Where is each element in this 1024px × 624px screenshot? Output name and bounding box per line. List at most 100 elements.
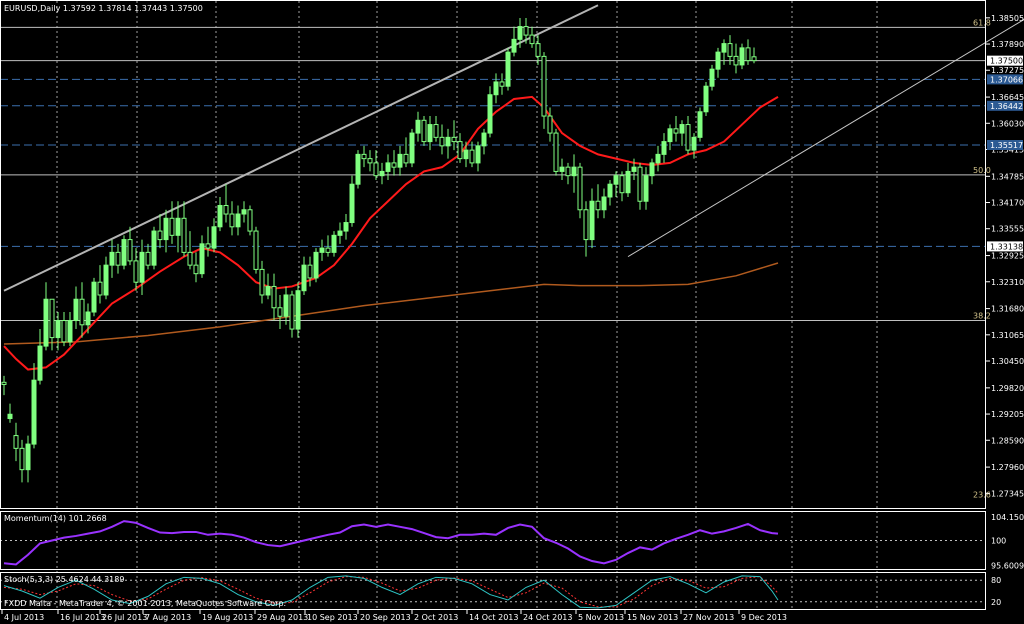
stoch-tick-label: 80 [991,576,1001,585]
time-tick-label: 14 Oct 2013 [469,613,518,622]
candle [85,303,91,334]
candle [205,226,211,257]
candle-body [25,443,31,471]
candle-body [397,153,403,168]
price-tick-label: 1.36030 [991,119,1024,128]
time-tick-label: 4 Jul 2013 [4,613,44,622]
candle-body [223,205,229,215]
candle-body [259,268,265,296]
candle [139,239,145,295]
candle [223,184,229,223]
candle [337,222,343,244]
candle-body [199,243,205,275]
candle [31,363,37,449]
candle [355,150,361,189]
trendline [627,18,1024,258]
candle [265,273,271,300]
candle [283,286,289,325]
candle-body [463,149,469,160]
candle [703,81,709,117]
candle-body [61,320,67,343]
candle [55,312,61,351]
time-tick-label: 16 Jul 2013 [60,613,105,622]
candle [745,39,751,65]
candle [415,111,421,142]
candle-body [325,247,331,253]
time-tick-label: 7 Aug 2013 [145,613,191,622]
candle [427,116,433,151]
candle [67,312,73,347]
candle [475,141,481,172]
candle-body [55,320,61,339]
price-tag-label: 1.37500 [990,57,1023,66]
momentum-panel-frame [0,511,986,570]
candle [235,205,241,236]
price-tick-label: 1.38505 [991,14,1024,23]
fibo-label: 61.8 [973,18,991,27]
candle-body [415,119,421,134]
candle [127,226,133,266]
time-tick-label: 9 Dec 2013 [741,613,787,622]
candle-body [649,162,655,177]
candle [457,133,463,163]
copyright-text: FXDD Malta - MetaTrader 4, © 2001-2013, … [4,599,286,608]
candle-body [541,55,547,117]
candle [367,150,373,172]
candle [247,205,253,236]
momentum-line [3,520,779,566]
price-tag: 1.37500 [987,55,1023,66]
candle-body [115,251,121,266]
candle-body [379,170,385,177]
candle-body [241,209,247,215]
price-tag: 1.35517 [987,140,1023,151]
candle-body [421,119,427,143]
candle [511,26,517,57]
momentum-tick-label: 95.6009 [991,562,1024,571]
candle-body [367,158,373,164]
candle [451,120,457,151]
candle [493,73,499,104]
candle [319,239,325,261]
price-tick-label: 1.31680 [991,305,1024,314]
candle-body [727,43,733,57]
candle-body [313,251,319,279]
time-tick-label: 27 Nov 2013 [683,613,734,622]
candle [607,179,613,206]
price-tick-label: 1.37275 [991,66,1024,75]
candle [637,162,643,210]
candle-body [703,85,709,113]
candle-body [265,285,271,296]
candle [583,201,589,257]
candle [595,184,601,219]
candle-body [151,230,157,266]
candle-body [391,162,397,168]
momentum-header: Momentum(14) 101.2668 [4,514,107,523]
candle-body [19,447,25,471]
candle [7,403,13,423]
price-tag: 1.36442 [987,100,1023,111]
candle-body [193,264,199,275]
candle-body [343,222,349,232]
price-tick-label: 1.36645 [991,93,1024,102]
stoch-header: Stoch(5,3,3) 25.4624 44.3189 [4,575,124,584]
candle-body [73,298,79,322]
candle [313,248,319,283]
candle-body [337,230,343,236]
candle-body [595,200,601,211]
candle [181,201,187,257]
candle [259,260,265,304]
candle [151,226,157,270]
candle [325,235,331,257]
stoch-tick-label: 20 [991,598,1001,607]
candle-body [511,38,517,53]
candle [133,248,139,291]
candle-body [559,166,565,172]
candle-body [91,281,97,313]
candle [241,201,247,223]
candle-body [619,175,625,194]
ma-long-line [3,262,779,345]
time-tick-label: 2 Oct 2013 [414,613,458,622]
candle-body [43,298,49,347]
candle-body [319,247,325,253]
